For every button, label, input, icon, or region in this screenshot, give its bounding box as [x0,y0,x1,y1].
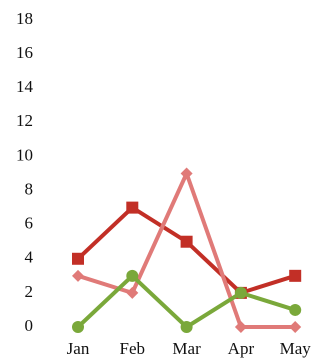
y-tick-label: 18 [16,9,33,28]
marker [234,286,247,299]
y-tick-label: 12 [16,111,33,130]
series-line [76,273,296,329]
y-tick-label: 6 [25,214,34,233]
y-tick-label: 8 [25,179,34,198]
marker [289,321,302,333]
marker [126,201,139,214]
marker [126,286,139,299]
series-line [77,171,296,329]
x-tick-label: Mar [172,339,201,358]
marker [180,235,193,248]
y-tick-label: 14 [16,77,34,96]
y-tick-label: 10 [16,145,33,164]
marker [289,269,302,282]
marker [72,321,84,333]
x-tick-label: Jan [67,339,90,358]
marker [289,303,302,316]
marker [180,321,193,333]
marker [72,269,84,282]
series-line [76,205,296,295]
marker [234,321,247,333]
marker [72,252,84,265]
x-tick-label: Apr [228,339,255,358]
marker [126,269,139,282]
marker [180,167,193,180]
x-tick-label: May [280,339,312,358]
y-tick-label: 4 [25,248,34,267]
y-tick-label: 16 [16,43,33,62]
x-tick-label: Feb [120,339,146,358]
y-tick-label: 0 [25,316,34,335]
y-tick-label: 2 [25,282,34,301]
